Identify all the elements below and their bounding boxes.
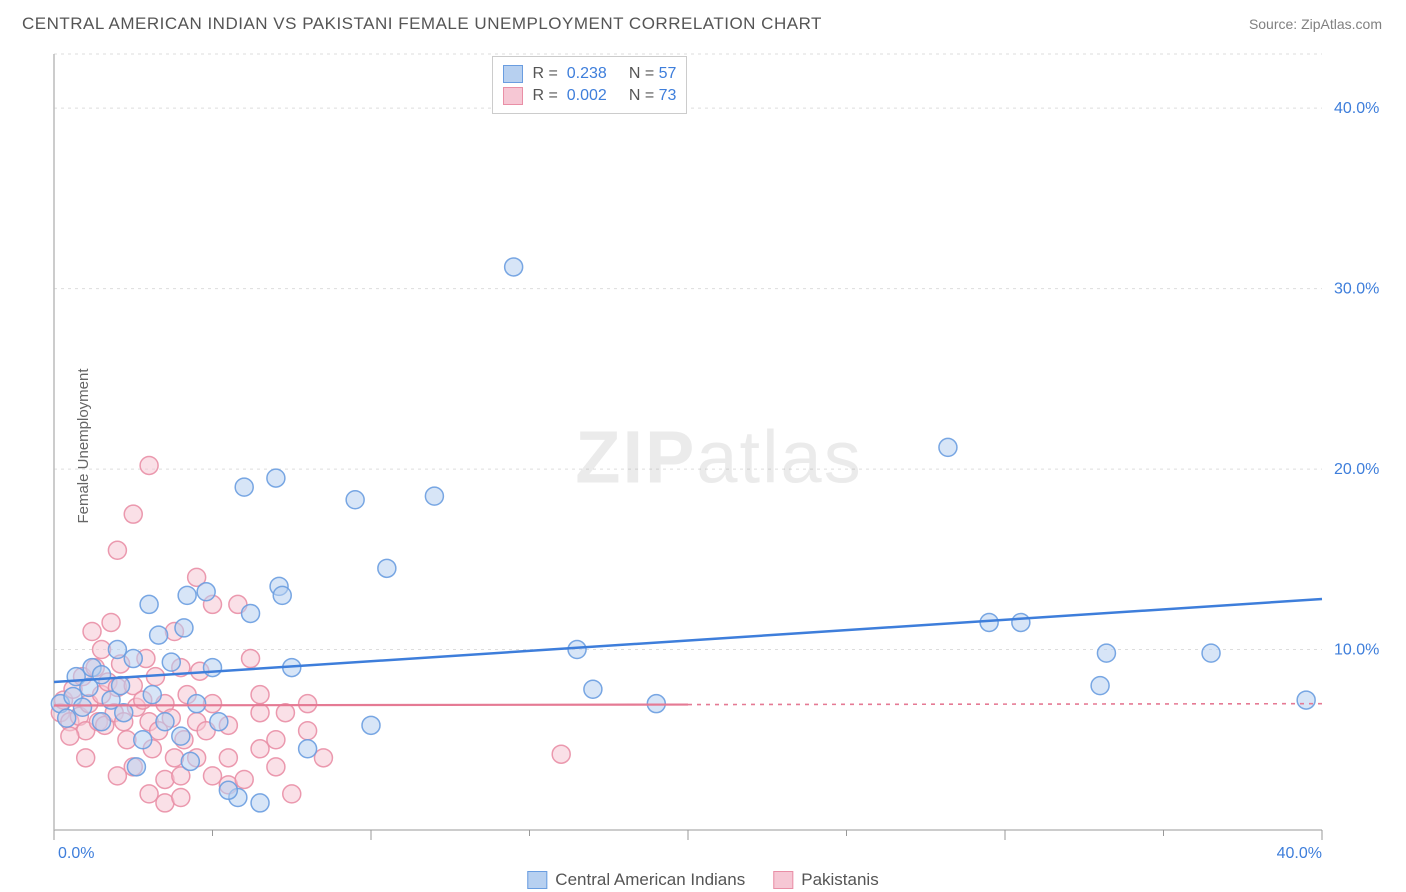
svg-text:0.0%: 0.0% [58, 845, 94, 862]
legend-item: Pakistanis [773, 870, 878, 890]
legend-label: Central American Indians [555, 870, 745, 890]
svg-text:30.0%: 30.0% [1334, 281, 1379, 298]
svg-text:40.0%: 40.0% [1334, 100, 1379, 117]
correlation-r: R = 0.002 [533, 87, 607, 105]
svg-text:10.0%: 10.0% [1334, 642, 1379, 659]
correlation-r: R = 0.238 [533, 65, 607, 83]
legend-swatch [503, 87, 523, 105]
correlation-n: N = 57 [629, 65, 677, 83]
correlation-n: N = 73 [629, 87, 677, 105]
legend-label: Pakistanis [801, 870, 878, 890]
correlation-legend: R = 0.238 N = 57 R = 0.002 N = 73 [492, 56, 688, 114]
scatter-plot: 0.0% 40.0% 10.0% 20.0% 30.0% 40.0% [50, 48, 1388, 866]
legend-swatch [527, 871, 547, 889]
legend-swatch [773, 871, 793, 889]
correlation-row: R = 0.002 N = 73 [503, 85, 677, 107]
svg-text:20.0%: 20.0% [1334, 461, 1379, 478]
correlation-row: R = 0.238 N = 57 [503, 63, 677, 85]
chart-title: CENTRAL AMERICAN INDIAN VS PAKISTANI FEM… [22, 14, 822, 34]
svg-text:40.0%: 40.0% [1277, 845, 1322, 862]
chart-area: ZIPatlas 0.0%40.0%10.0%20.0%30.0%40.0% R… [50, 48, 1388, 866]
source-attribution: Source: ZipAtlas.com [1249, 16, 1382, 32]
series-legend: Central American Indians Pakistanis [527, 870, 878, 890]
legend-item: Central American Indians [527, 870, 745, 890]
legend-swatch [503, 65, 523, 83]
